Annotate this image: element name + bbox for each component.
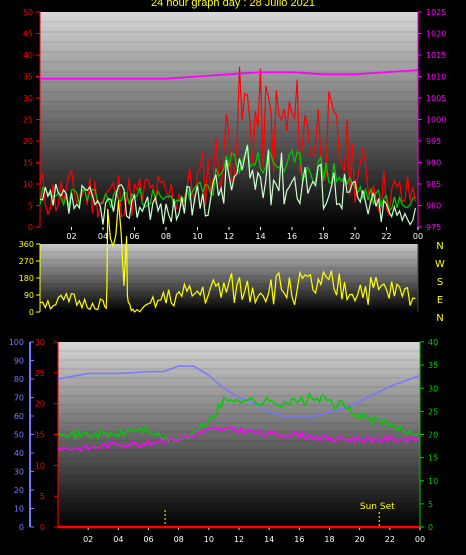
panel-1-x-tick-label: 20 [350,232,360,241]
panel-1-left-tick-label: 35 [23,73,33,82]
panel-1-x-tick-label: 08 [161,232,171,241]
panel-1-left-tick-label: 5 [28,202,33,211]
panel-2-compass-label: N [436,313,443,324]
panel-1-x-tick-label: 22 [381,232,391,241]
panel-1-x-tick-label: 16 [287,232,297,241]
panel-2-compass-label: N [436,241,443,252]
panel-1-x-tick-label: 18 [318,232,328,241]
panel-1-left-tick-label: 25 [23,116,33,125]
panel-1-left-tick-label: 45 [23,30,33,39]
panel-1-x-tick-label: 00 [413,232,423,241]
series-dewpoint-line [57,425,419,453]
panel-1-right-tick-label: 995 [426,137,441,146]
panel-3-humidity-tick-label: 10 [14,505,24,514]
panel-1-right-tick-label: 1020 [426,30,446,39]
panel-3-x-tick-label: 12 [234,535,244,544]
panel-2-left-tick-label: 90 [24,291,34,300]
panel-1-right-tick-label: 980 [426,202,441,211]
panel-1-left-tick-label: 0 [28,223,33,232]
panel-3-humidity-tick-label: 100 [9,338,24,347]
panel-3-right-tick-label: 20 [428,431,438,440]
panel-1-right-tick-label: 1005 [426,94,446,103]
series-gust-line [39,66,416,218]
panel-1-x-tick-label: 06 [129,232,139,241]
series-wind-direction-line [39,200,416,313]
panel-1-left-tick-label: 30 [23,94,33,103]
panel-2-compass-label: S [437,277,443,288]
panel-1-right-tick-label: 985 [426,180,441,189]
panel-3-right-tick-label: 0 [428,523,433,532]
panel-2-left-tick-label: 0 [29,308,34,317]
panel-1-left-tick-label: 50 [23,8,33,17]
panel-3-right-tick-label: 10 [428,477,438,486]
panel-3-x-tick-label: 18 [324,535,334,544]
panel-3-temp-tick-label: 5 [40,492,45,501]
panel-1-left-tick-label: 15 [23,159,33,168]
series-wind-min-line [39,145,416,226]
panel-3-temp-tick-label: 30 [35,338,45,347]
panel-1-x-tick-label: 10 [192,232,202,241]
panel-3-x-tick-label: 06 [143,535,153,544]
panel-2-left-tick-label: 180 [19,274,34,283]
panel-2-compass-label: E [437,295,443,306]
panel-3-humidity-tick-label: 50 [14,431,24,440]
panel-1-right-tick-label: 1000 [426,116,446,125]
panel-3-humidity-tick-label: 40 [14,449,24,458]
series-pressure-line [40,69,419,80]
panel-2-left-tick-label: 270 [19,257,34,266]
panel-3-right-tick-label: 25 [428,407,438,416]
panel-3-humidity-tick-label: 30 [14,468,24,477]
chart-title: 24 hour graph day : 28 Julio 2021 [151,0,315,9]
panel-3-humidity-tick-label: 60 [14,412,24,421]
panel-3-right-tick-label: 40 [428,338,438,347]
panel-3-x-tick-label: 22 [385,535,395,544]
panel-1-right-tick-label: 975 [426,223,441,232]
panel-3-right-tick-label: 15 [428,454,438,463]
panel-3-x-tick-label: 14 [264,535,274,544]
panel-1-x-tick-label: 12 [224,232,234,241]
panel-1-left-tick-label: 20 [23,137,33,146]
panel-3-x-tick-label: 00 [415,535,425,544]
panel-1-right-tick-label: 990 [426,159,441,168]
panel-2-left-tick-label: 360 [19,240,34,249]
panel-1-right-tick-label: 1015 [426,51,446,60]
panel-1-left-tick-label: 40 [23,51,33,60]
series-wind-line [39,143,416,212]
panel-3-right-tick-label: 30 [428,384,438,393]
panel-3-humidity-tick-label: 0 [19,523,24,532]
panel-3-humidity-tick-label: 90 [14,357,24,366]
series-temperature-line [57,391,418,443]
panel-3-x-tick-label: 16 [294,535,304,544]
panel-3-humidity-tick-label: 80 [14,375,24,384]
panel-3-humidity-tick-label: 70 [14,394,24,403]
series-humidity-line [57,365,421,417]
panel-3-x-tick-label: 10 [204,535,214,544]
panel-3-temp-tick-label: 15 [35,431,45,440]
panel-3-temp-tick-label: 0 [40,523,45,532]
panel-3-temp-tick-label: 25 [35,369,45,378]
panel-1-x-tick-label: 14 [255,232,265,241]
sunset-label: Sun Set [360,502,395,512]
panel-1-x-tick-label: 04 [98,232,108,241]
panel-1-right-tick-label: 1025 [426,8,446,17]
panel-1-right-tick-label: 1010 [426,73,446,82]
panel-3-right-tick-label: 35 [428,361,438,370]
panel-2-background [40,244,418,312]
panel-3-x-tick-label: 04 [113,535,123,544]
panel-1-x-tick-label: 02 [66,232,76,241]
panel-3-temp-tick-label: 20 [35,400,45,409]
panel-3-x-tick-label: 20 [355,535,365,544]
panel-3-x-tick-label: 02 [83,535,93,544]
panel-3-temp-tick-label: 10 [35,461,45,470]
panel-3-humidity-tick-label: 20 [14,486,24,495]
panel-1-left-tick-label: 10 [23,180,33,189]
panel-2-compass-label: W [435,259,445,270]
panel-3-background [58,342,420,527]
panel-3-x-tick-label: 08 [174,535,184,544]
panel-3-right-tick-label: 5 [428,500,433,509]
